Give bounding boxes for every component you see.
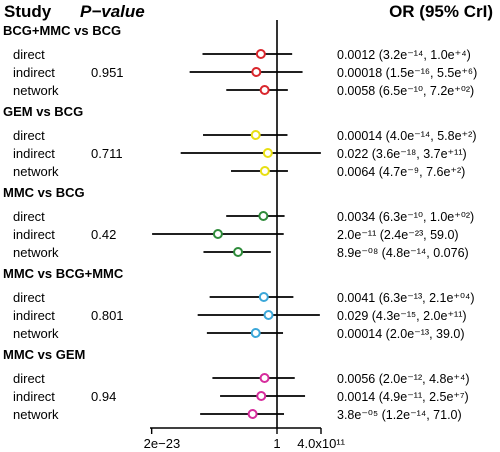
group-title: BCG+MMC vs BCG (3, 23, 121, 38)
group-title: MMC vs BCG (3, 185, 85, 200)
or-ci-text: 0.0064 (4.7e⁻⁹, 7.6e⁺²) (337, 165, 465, 179)
or-point (212, 229, 223, 239)
or-ci-text: 0.0056 (2.0e⁻¹², 4.8e⁺⁴) (337, 372, 470, 386)
or-ci-text: 3.8e⁻⁰⁵ (1.2e⁻¹⁴, 71.0) (337, 408, 462, 422)
or-point (258, 292, 269, 302)
or-point (259, 166, 270, 176)
or-ci-text: 0.022 (3.6e⁻¹⁸, 3.7e⁺¹¹) (337, 147, 467, 161)
or-point (250, 328, 261, 338)
or-point (259, 373, 270, 383)
or-ci-text: 0.0058 (6.5e⁻¹⁰, 7.2e⁺⁰²) (337, 84, 474, 98)
or-ci-text: 8.9e⁻⁰⁸ (4.8e⁻¹⁴, 0.076) (337, 246, 469, 260)
or-point (255, 49, 266, 59)
row-label: network (13, 245, 59, 260)
or-point (263, 310, 274, 320)
row-label: direct (13, 371, 45, 386)
or-ci-text: 2.0e⁻¹¹ (2.4e⁻²³, 59.0) (337, 228, 459, 242)
p-value: 0.94 (91, 389, 116, 404)
header-or: OR (95% CrI) (389, 2, 493, 21)
x-axis: 2e−23 1 4.0x10¹¹ (144, 20, 346, 451)
or-point (250, 130, 261, 140)
or-ci-text: 0.00014 (2.0e⁻¹³, 39.0) (337, 327, 465, 341)
or-point (259, 85, 270, 95)
p-value: 0.951 (91, 65, 124, 80)
or-ci-text: 0.0041 (6.3e⁻¹³, 2.1e⁺⁰⁴) (337, 291, 475, 305)
or-ci-text: 0.029 (4.3e⁻¹⁵, 2.0e⁺¹¹) (337, 309, 467, 323)
header-study: Study (4, 2, 52, 21)
row-label: network (13, 83, 59, 98)
or-point (247, 409, 258, 419)
row-label: direct (13, 290, 45, 305)
x-tick-label: 1 (273, 436, 280, 451)
or-ci-text: 0.0012 (3.2e⁻¹⁴, 1.0e⁺⁴) (337, 48, 471, 62)
x-tick-label: 4.0x10¹¹ (297, 436, 345, 451)
group-title: MMC vs GEM (3, 347, 85, 362)
row-label: network (13, 326, 59, 341)
or-ci-text: 0.0014 (4.9e⁻¹¹, 2.5e⁺⁷) (337, 390, 469, 404)
or-point (251, 67, 262, 77)
group-title: MMC vs BCG+MMC (3, 266, 124, 281)
or-point (258, 211, 269, 221)
row-label: indirect (13, 308, 55, 323)
or-ci-text: 0.00018 (1.5e⁻¹⁶, 5.5e⁺⁶) (337, 66, 477, 80)
or-point (233, 247, 244, 257)
row-label: network (13, 164, 59, 179)
row-label: indirect (13, 146, 55, 161)
row-label: direct (13, 47, 45, 62)
or-point (256, 391, 267, 401)
group-title: GEM vs BCG (3, 104, 83, 119)
row-label: indirect (13, 65, 55, 80)
forest-rows: BCG+MMC vs BCG direct 0.0012 (3.2e⁻¹⁴, 1.0… (3, 23, 477, 422)
p-value: 0.42 (91, 227, 116, 242)
p-value: 0.711 (91, 146, 123, 161)
or-ci-text: 0.00014 (4.0e⁻¹⁴, 5.8e⁺²) (337, 129, 476, 143)
or-point (262, 148, 273, 158)
or-ci-text: 0.0034 (6.3e⁻¹⁰, 1.0e⁺⁰²) (337, 210, 474, 224)
row-label: direct (13, 128, 45, 143)
row-label: network (13, 407, 59, 422)
row-label: direct (13, 209, 45, 224)
row-label: indirect (13, 389, 55, 404)
row-label: indirect (13, 227, 55, 242)
x-tick-label: 2e−23 (144, 436, 181, 451)
p-value: 0.801 (91, 308, 124, 323)
header-pvalue: P−value (80, 2, 145, 21)
